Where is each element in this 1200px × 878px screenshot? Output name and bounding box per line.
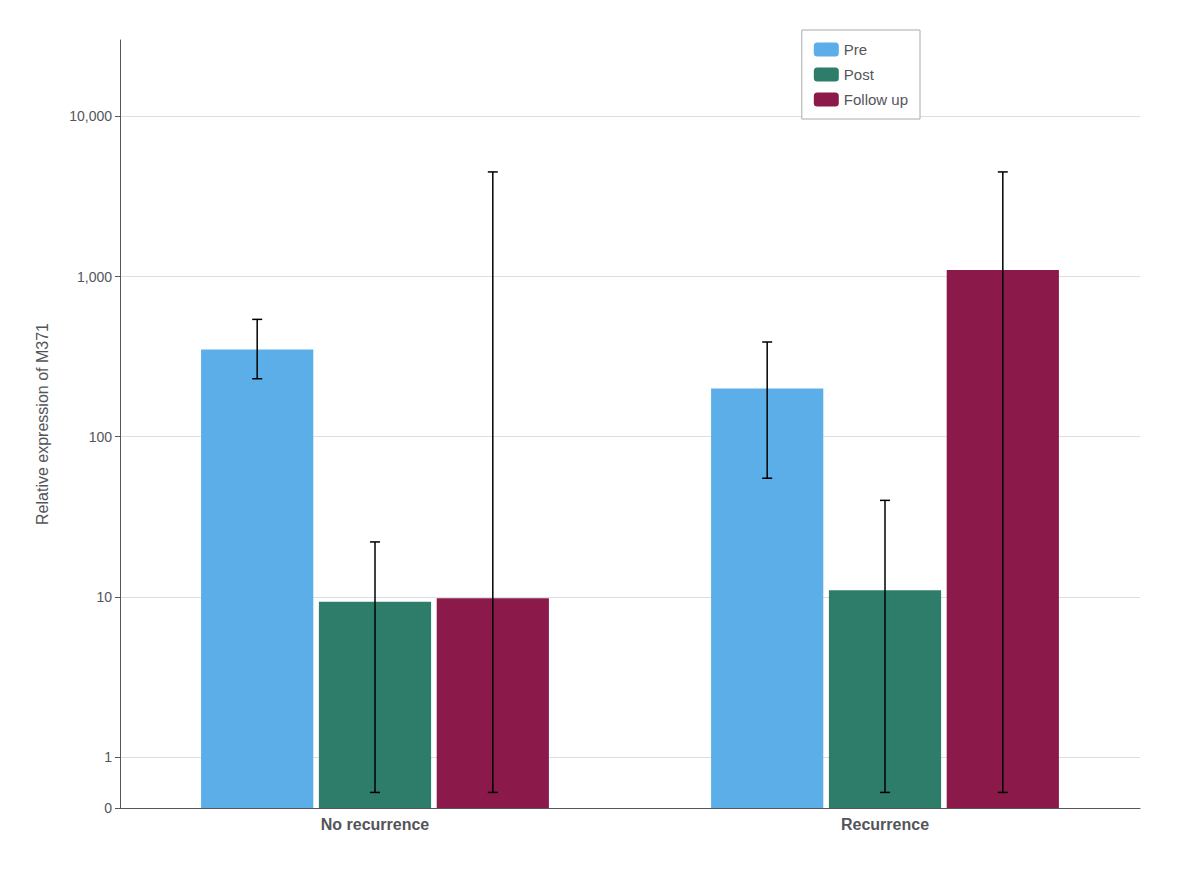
svg-text:Follow up: Follow up (844, 91, 908, 108)
svg-text:1: 1 (104, 749, 112, 765)
svg-text:Post: Post (844, 66, 875, 83)
svg-text:100: 100 (89, 429, 113, 445)
svg-text:10: 10 (96, 589, 112, 605)
svg-text:Recurrence: Recurrence (841, 816, 929, 833)
svg-text:1,000: 1,000 (77, 269, 112, 285)
svg-text:10,000: 10,000 (69, 108, 112, 124)
svg-text:Pre: Pre (844, 41, 867, 58)
svg-text:Relative expression of M371: Relative expression of M371 (34, 323, 51, 525)
svg-text:No recurrence: No recurrence (321, 816, 430, 833)
svg-text:0: 0 (104, 800, 112, 816)
